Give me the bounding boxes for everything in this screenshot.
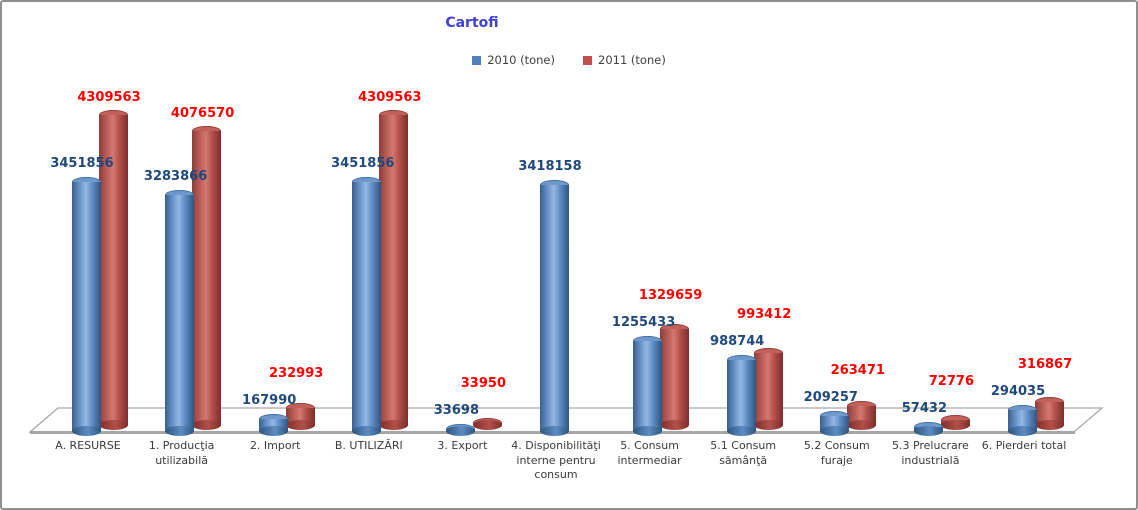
bar-2010 <box>820 410 850 436</box>
x-axis-label: 5. Consum intermediar <box>617 439 682 467</box>
value-label-2011: 72776 <box>928 373 974 389</box>
value-label-2010: 3451856 <box>331 156 395 172</box>
value-label-2010: 209257 <box>803 389 858 405</box>
legend-item-2011: 2011 (tone) <box>583 53 666 67</box>
bar-2011 <box>192 126 222 430</box>
bar-2010 <box>1007 404 1037 436</box>
x-axis-label: 4. Disponibilităţi interne pentru consum <box>511 439 601 481</box>
value-label-2010: 294035 <box>990 383 1046 399</box>
bar-2010 <box>71 177 101 436</box>
value-label-2010: 1255433 <box>611 314 676 330</box>
legend-item-2010: 2010 (tone) <box>472 53 555 67</box>
x-axis-label: 5.2 Consum furaje <box>803 439 870 467</box>
bar-2011 <box>847 401 877 430</box>
value-label-2011: 4309563 <box>358 89 422 105</box>
value-label-2010: 3451856 <box>50 156 114 172</box>
value-label-2011: 33950 <box>460 375 506 391</box>
bar-2010 <box>539 179 569 436</box>
legend-swatch-2010-icon <box>472 55 482 65</box>
x-axis-label: 5.3 Prelucrare industrială <box>891 439 969 467</box>
x-axis-label: 6. Pierderi total <box>981 439 1067 452</box>
value-label-2011: 4309563 <box>77 89 141 105</box>
value-label-2010: 3418158 <box>518 158 582 174</box>
bar-2011 <box>379 109 409 430</box>
bar-2010 <box>913 421 943 436</box>
x-axis-label: 2. Import <box>249 439 301 452</box>
bar-2011 <box>472 417 502 430</box>
value-label-2010: 167990 <box>242 392 297 408</box>
value-label-2011: 263471 <box>830 362 885 378</box>
bar-2010 <box>445 423 475 436</box>
legend-label-2010: 2010 (tone) <box>487 53 555 67</box>
value-label-2010: 33698 <box>433 402 479 418</box>
bar-2011 <box>753 348 783 430</box>
value-label-2011: 316867 <box>1017 356 1073 372</box>
x-axis-label: A. RESURSE <box>55 439 121 452</box>
bar-2011 <box>98 109 128 430</box>
x-axis-label: 3. Export <box>437 439 488 452</box>
legend-swatch-2011-icon <box>583 55 592 65</box>
bar-2010 <box>352 177 382 436</box>
legend: 2010 (tone) 2011 (tone) <box>2 53 1136 67</box>
value-label-2010: 57432 <box>901 400 947 416</box>
bar-2011 <box>285 403 315 430</box>
bar-2010 <box>165 189 195 436</box>
value-label-2011: 4076570 <box>170 106 235 122</box>
x-axis-label: B. UTILIZĂRI <box>334 439 403 452</box>
bar-2011 <box>940 414 970 430</box>
bar-2010 <box>726 354 756 436</box>
chart-title: Cartofi <box>445 15 499 31</box>
value-label-2011: 1329659 <box>638 287 703 303</box>
value-label-2011: 232993 <box>269 365 324 381</box>
bar-2011 <box>1034 397 1064 430</box>
value-label-2011: 993412 <box>737 306 792 322</box>
bar-2010 <box>633 335 663 436</box>
bar-2011 <box>660 324 690 430</box>
legend-label-2011: 2011 (tone) <box>598 53 666 67</box>
x-axis-label: 5.1 Consum sămânţă <box>710 439 777 467</box>
value-label-2010: 988744 <box>710 333 765 349</box>
bar-2010 <box>258 413 288 436</box>
value-label-2010: 3283866 <box>143 168 208 184</box>
x-axis-label: 1. Producţia utilizabilă <box>148 439 215 467</box>
